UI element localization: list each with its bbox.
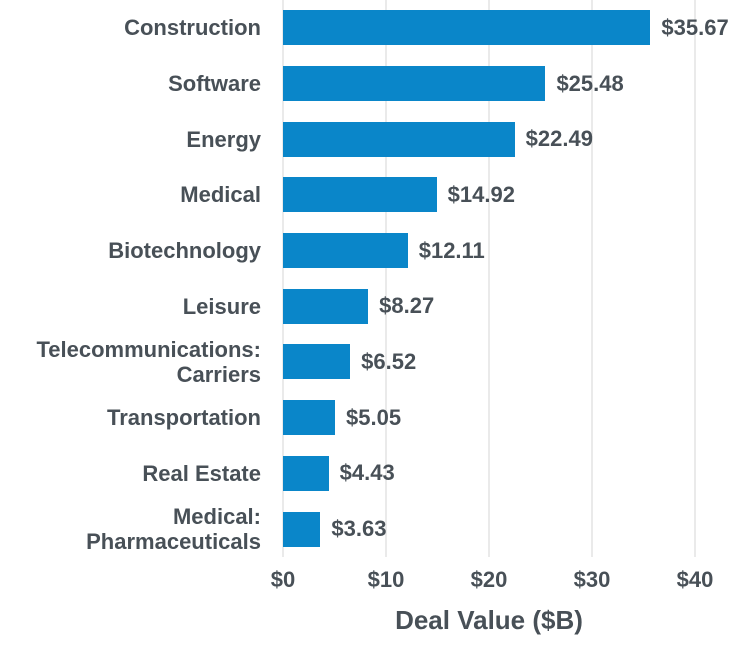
bar-track: $8.27 [283, 288, 695, 324]
x-tick-label: $40 [676, 567, 714, 592]
bar-row: Medical $14.92 [0, 167, 750, 223]
bar [283, 288, 369, 324]
bar-row: Biotechnology $12.11 [0, 223, 750, 279]
value-label: $5.05 [346, 404, 402, 430]
category-label: Leisure [182, 293, 261, 319]
bar [283, 400, 335, 436]
bar-track: $35.67 [283, 10, 729, 46]
gridline [488, 0, 490, 557]
x-tick-label: $30 [573, 567, 611, 592]
x-axis-title: Deal Value ($B) [395, 605, 583, 635]
bar-track: $3.63 [283, 511, 695, 547]
bar-track: $25.48 [283, 66, 695, 102]
gridline [282, 0, 284, 557]
category-label: Medical [180, 182, 261, 208]
bar-row: Construction $35.67 [0, 0, 750, 56]
value-label: $25.48 [556, 70, 624, 96]
bar-track: $4.43 [283, 455, 695, 491]
bar-track: $12.11 [283, 233, 695, 269]
bar-track: $5.05 [283, 400, 695, 436]
value-label: $4.43 [339, 460, 395, 486]
value-label: $12.11 [418, 237, 485, 263]
category-label: Software [168, 70, 261, 96]
category-label: Biotechnology [108, 237, 261, 263]
bar [283, 10, 651, 46]
category-label: Medical: Pharmaceuticals [86, 503, 261, 555]
category-label: Real Estate [142, 460, 261, 486]
category-label: Telecommunications: Carriers [36, 336, 261, 387]
x-axis-ticks: $0 $10 $20 $30 $40 [271, 557, 714, 597]
bar-track: $14.92 [283, 177, 695, 213]
gridline [385, 0, 387, 557]
value-label: $3.63 [331, 516, 387, 542]
value-label: $8.27 [379, 293, 435, 319]
bar [283, 121, 515, 157]
category-label: Construction [124, 15, 261, 41]
bar-track: $6.52 [283, 344, 695, 380]
x-tick-label: $20 [470, 567, 508, 592]
bar [283, 177, 437, 213]
gridline [694, 0, 696, 557]
bar [283, 66, 546, 102]
bar [283, 344, 351, 380]
bar [283, 455, 329, 491]
bar-row: Energy $22.49 [0, 111, 750, 167]
bar-rows: Construction $35.67 Software $25.48 Energy $2… [0, 0, 750, 557]
value-label: $22.49 [525, 126, 593, 152]
value-label: $6.52 [361, 348, 417, 374]
x-tick-label: $0 [270, 567, 296, 592]
bar-row: Medical: Pharmaceuticals $3.63 [0, 501, 750, 557]
value-label: $14.92 [447, 181, 515, 207]
category-label: Transportation [106, 405, 261, 430]
bar-row: Telecommunications: Carriers $6.52 [0, 334, 750, 390]
bar-row: Software $25.48 [0, 56, 750, 112]
value-label: $35.67 [661, 14, 729, 40]
plot-area [282, 0, 696, 557]
bar-row: Transportation $5.05 [0, 390, 750, 446]
bar-track: $22.49 [283, 121, 695, 157]
bar [283, 511, 321, 547]
x-tick-label: $10 [367, 567, 405, 592]
bar-row: Leisure $8.27 [0, 278, 750, 334]
gridline [591, 0, 593, 557]
x-axis: $0 $10 $20 $30 $40 Deal Value ($B) [271, 557, 714, 659]
category-label: Energy [186, 126, 261, 152]
bar-row: Real Estate $4.43 [0, 446, 750, 502]
bar [283, 233, 408, 269]
